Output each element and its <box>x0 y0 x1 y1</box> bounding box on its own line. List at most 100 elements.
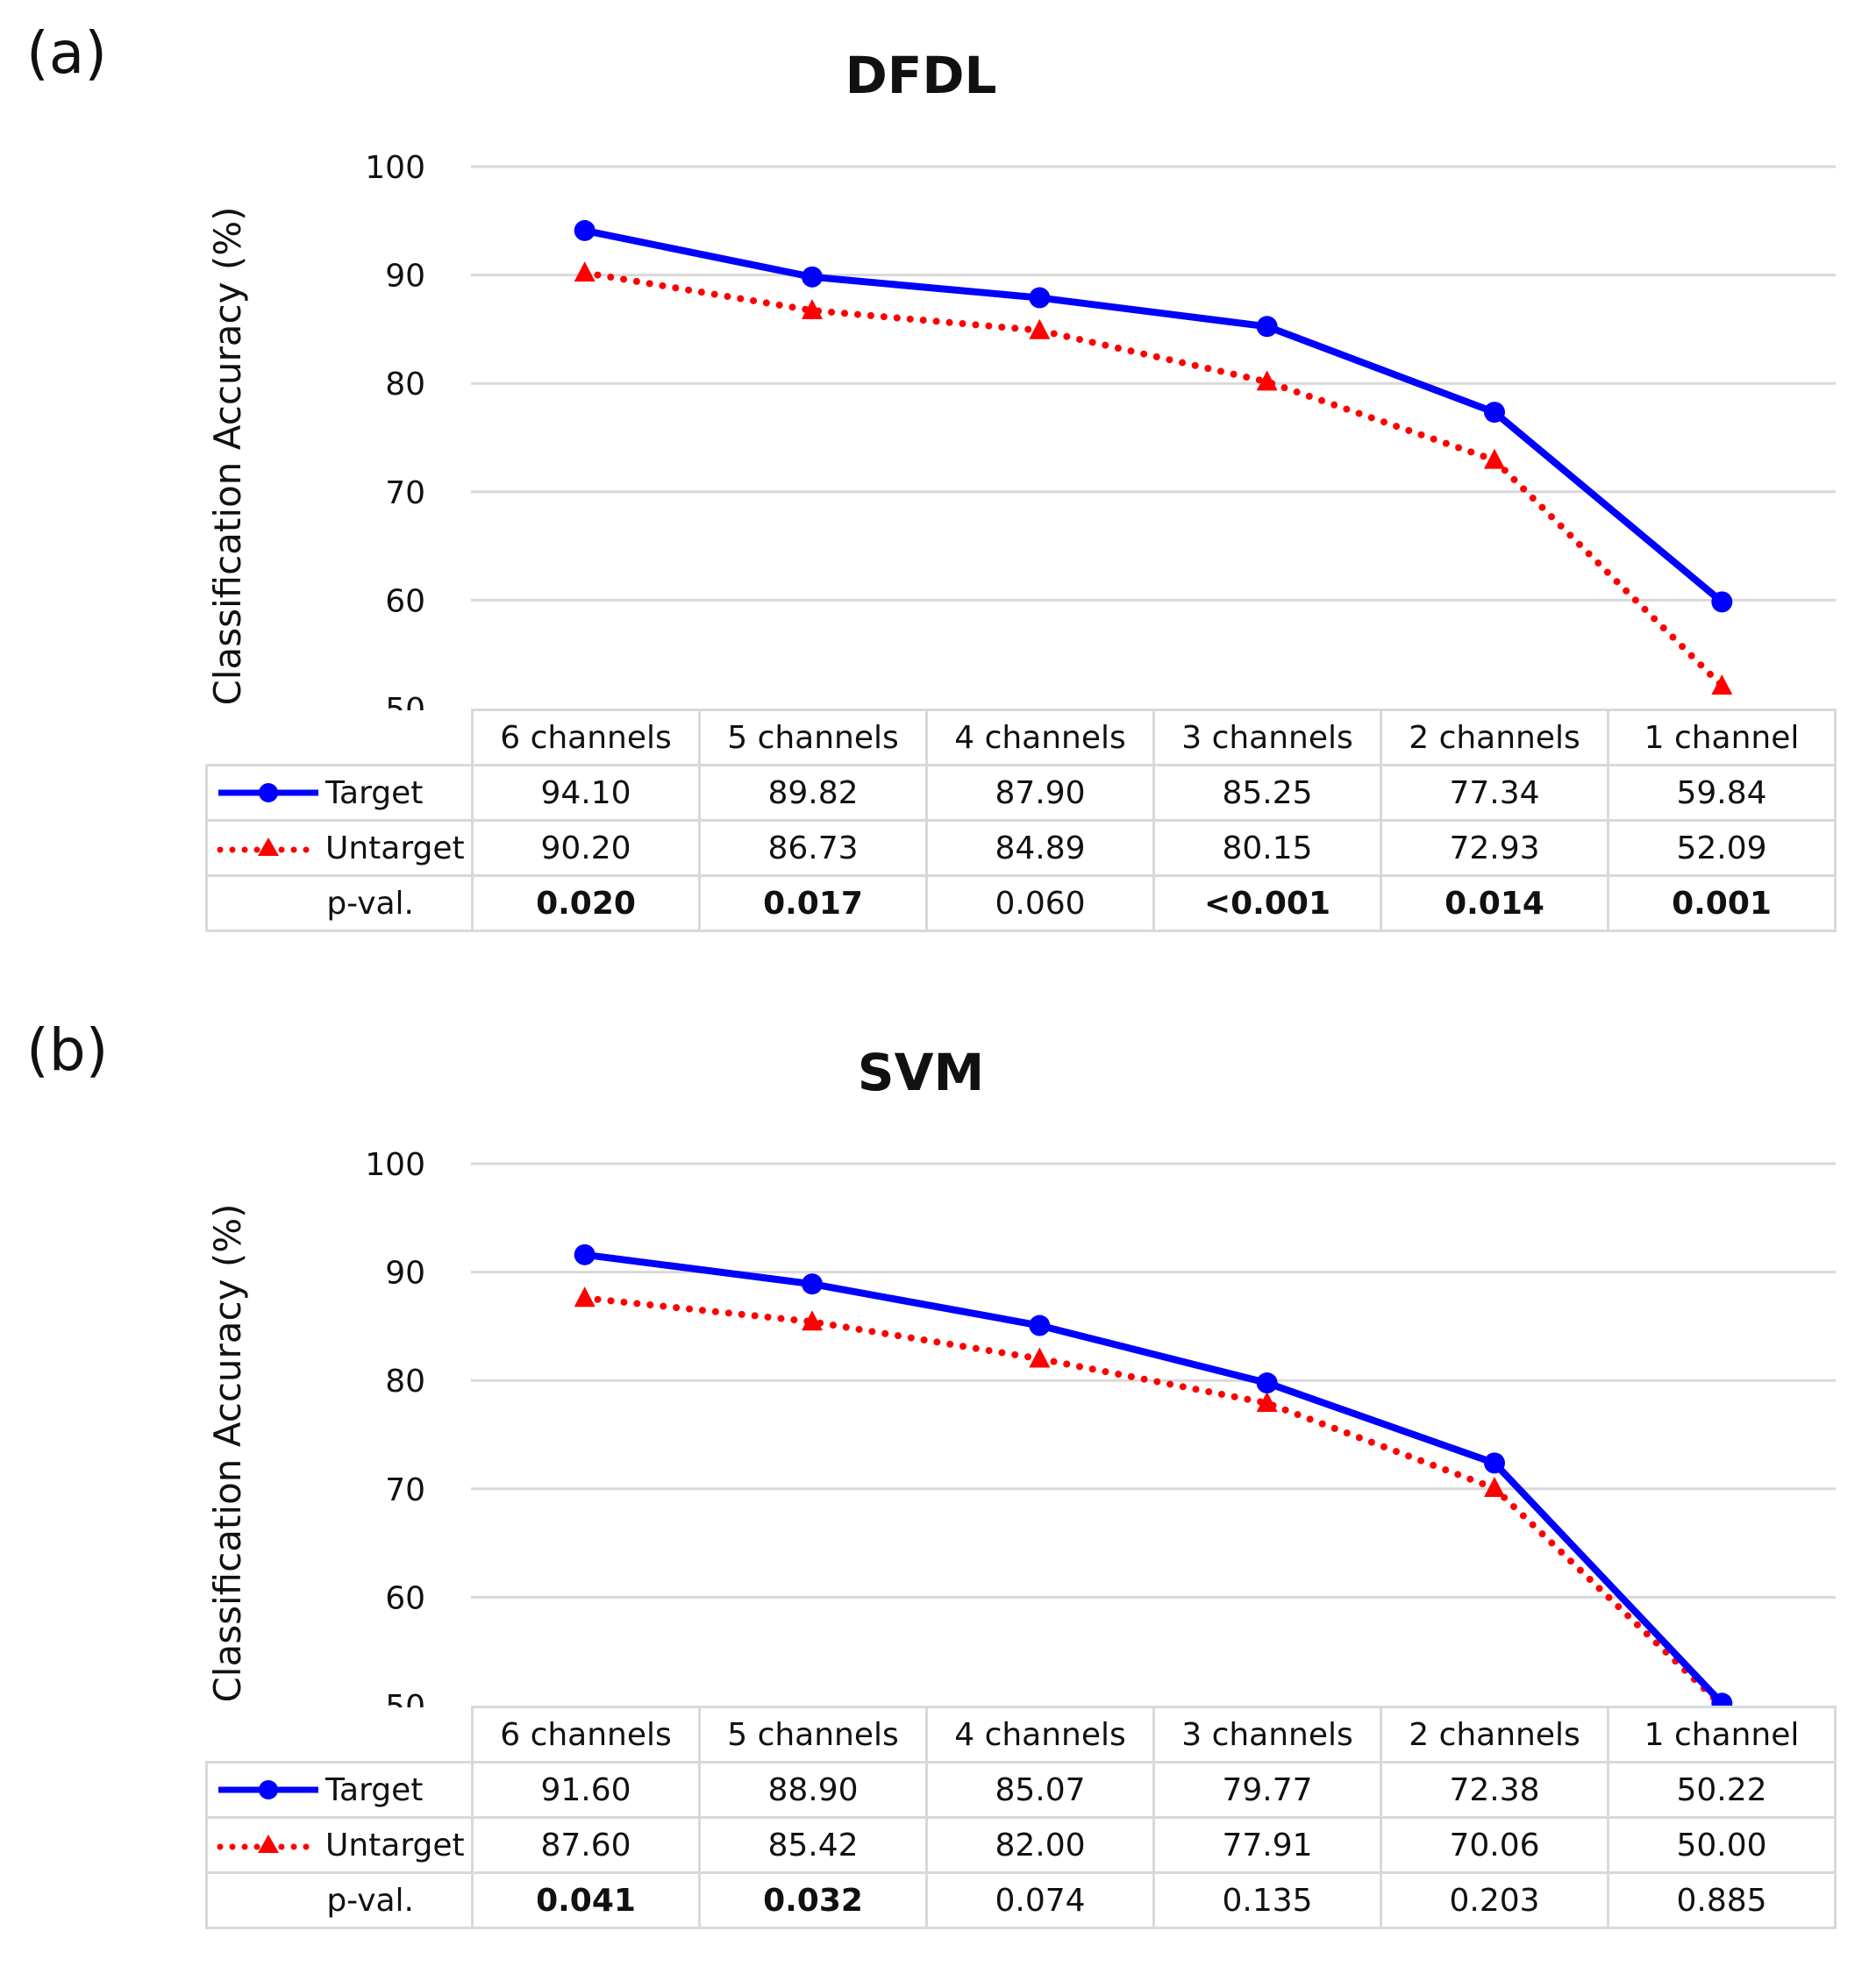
target-point <box>1711 591 1733 613</box>
data-label: 50.22 <box>1607 1761 1837 1819</box>
target-point <box>1484 402 1505 424</box>
data-label: 77.34 <box>1380 764 1609 822</box>
table-corner <box>206 709 474 766</box>
target-point <box>574 1243 596 1265</box>
series-line-target <box>584 1251 1725 1707</box>
data-label: 87.60 <box>471 1816 701 1874</box>
data-label: 80.15 <box>1152 819 1382 877</box>
chart-title: DFDL <box>845 46 997 105</box>
legend-label: Target <box>325 1771 424 1808</box>
category-label: 3 channels <box>1152 709 1382 766</box>
data-label: 72.93 <box>1380 819 1609 877</box>
legend-untarget: Untarget <box>205 1816 474 1874</box>
line-chart-plot: 50 60 70 80 90 100 <box>365 150 1836 710</box>
target-point <box>1256 1372 1278 1394</box>
untarget-point <box>1484 448 1505 469</box>
data-label: 85.42 <box>698 1816 928 1874</box>
category-label: 5 channels <box>698 1706 928 1764</box>
data-table: 6 channels 5 channels 4 channels 3 chann… <box>205 709 1837 932</box>
data-label: 59.84 <box>1607 764 1837 822</box>
y-tick-label: 50 <box>385 1689 425 1707</box>
untarget-point <box>1484 1477 1505 1498</box>
untarget-point <box>1029 1347 1051 1368</box>
data-label: 85.25 <box>1152 764 1382 822</box>
table-header-row: 6 channels 5 channels 4 channels 3 chann… <box>206 1706 1837 1764</box>
untarget-point <box>1256 1392 1278 1413</box>
pval-row-label: p-val. <box>205 1871 474 1929</box>
y-tick-label: 70 <box>385 475 425 511</box>
pval-cell: 0.135 <box>1152 1871 1382 1929</box>
pval-cell: <0.001 <box>1152 874 1382 932</box>
data-label: 70.06 <box>1380 1816 1609 1874</box>
panel-label: (b) <box>26 1016 109 1084</box>
category-label: 2 channels <box>1380 709 1609 766</box>
pval-cell: 0.041 <box>471 1871 701 1929</box>
pval-cell: 0.001 <box>1607 874 1837 932</box>
data-label: 77.91 <box>1152 1816 1382 1874</box>
y-tick-label: 90 <box>385 259 425 295</box>
category-label: 6 channels <box>471 1706 701 1764</box>
target-point <box>1484 1452 1505 1474</box>
data-label: 88.90 <box>698 1761 928 1819</box>
table-row-target: Target 94.10 89.82 87.90 85.25 77.34 59.… <box>205 764 1837 822</box>
y-tick-label: 50 <box>385 692 425 710</box>
pval-cell: 0.203 <box>1380 1871 1609 1929</box>
untarget-point <box>1711 674 1733 695</box>
pval-cell: 0.017 <box>698 874 928 932</box>
pval-cell: 0.032 <box>698 1871 928 1929</box>
untarget-point <box>574 261 596 282</box>
series-line-untarget <box>581 1294 1726 1707</box>
category-label: 1 channel <box>1607 1706 1837 1764</box>
series-line-untarget <box>581 269 1726 690</box>
data-label: 52.09 <box>1607 819 1837 877</box>
target-point <box>802 1273 823 1295</box>
panel-b: (b) SVM Classification Accuracy (%) 50 60… <box>0 997 1876 1988</box>
pval-cell: 0.014 <box>1380 874 1609 932</box>
untarget-point <box>802 1310 823 1331</box>
legend-dotted-triangle-icon <box>217 837 320 856</box>
untarget-point <box>802 299 823 320</box>
legend-label: Target <box>325 774 424 811</box>
target-point <box>1029 1315 1051 1336</box>
category-label: 4 channels <box>925 1706 1155 1764</box>
table-row-untarget: Untarget 87.60 85.42 82.00 77.91 70.06 5… <box>205 1816 1837 1874</box>
data-label: 90.20 <box>471 819 701 877</box>
data-table: 6 channels 5 channels 4 channels 3 chann… <box>205 1706 1837 1929</box>
y-tick-label: 90 <box>385 1256 425 1292</box>
y-tick-label: 80 <box>385 1364 425 1400</box>
pval-cell: 0.885 <box>1607 1871 1837 1929</box>
table-row-untarget: Untarget 90.20 86.73 84.89 80.15 72.93 5… <box>205 819 1837 877</box>
y-tick-label: 60 <box>385 583 425 619</box>
target-point <box>1029 287 1051 309</box>
data-label: 79.77 <box>1152 1761 1382 1819</box>
legend-untarget: Untarget <box>205 819 474 877</box>
target-point <box>1256 316 1278 338</box>
legend-line-circle-icon <box>218 1780 318 1799</box>
data-label: 87.90 <box>925 764 1155 822</box>
y-tick-label: 100 <box>365 1147 425 1183</box>
data-label: 72.38 <box>1380 1761 1609 1819</box>
pval-cell: 0.020 <box>471 874 701 932</box>
data-label: 85.07 <box>925 1761 1155 1819</box>
y-tick-label: 80 <box>385 367 425 403</box>
data-label: 91.60 <box>471 1761 701 1819</box>
category-label: 5 channels <box>698 709 928 766</box>
untarget-point <box>1256 370 1278 391</box>
target-point <box>1711 1692 1733 1707</box>
panel-a: (a) DFDL Classification Accuracy (%) 50 6… <box>0 0 1876 991</box>
line-chart-plot: 50 60 70 80 90 100 <box>365 1147 1836 1707</box>
legend-label: Untarget <box>325 1827 465 1863</box>
data-label: 89.82 <box>698 764 928 822</box>
y-tick-label: 60 <box>385 1580 425 1616</box>
legend-line-circle-icon <box>218 783 318 802</box>
target-point <box>574 219 596 241</box>
pval-row-label: p-val. <box>205 874 474 932</box>
legend-label: Untarget <box>325 830 465 866</box>
y-tick-label: 100 <box>365 150 425 186</box>
legend-dotted-triangle-icon <box>217 1835 320 1853</box>
untarget-point <box>574 1286 596 1308</box>
category-label: 6 channels <box>471 709 701 766</box>
data-label: 94.10 <box>471 764 701 822</box>
untarget-point <box>1029 318 1051 339</box>
chart-title: SVM <box>857 1043 985 1102</box>
